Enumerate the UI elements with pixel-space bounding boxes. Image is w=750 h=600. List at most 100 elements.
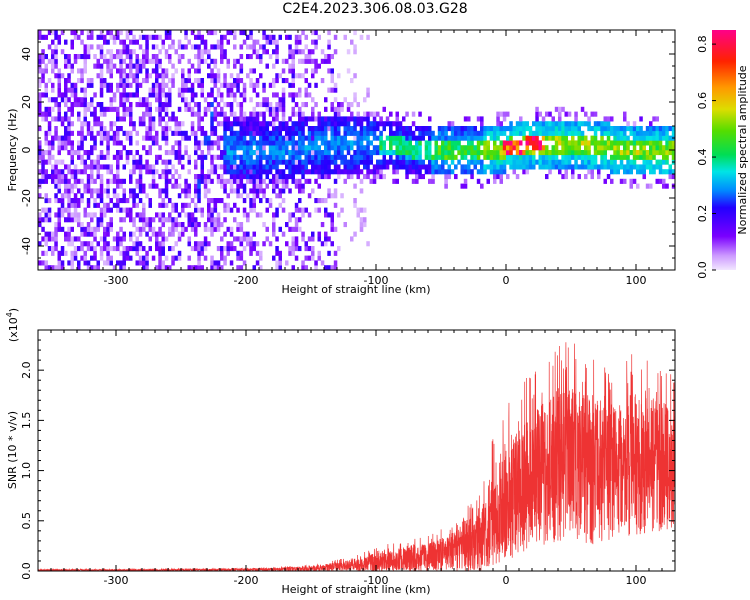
heatmap-cell <box>129 231 133 237</box>
heatmap-cell <box>220 198 224 204</box>
heatmap-cell <box>499 126 503 132</box>
heatmap-cell <box>259 174 263 180</box>
heatmap-cell <box>320 78 325 84</box>
heatmap-cell <box>145 130 149 136</box>
heatmap-cell <box>450 121 455 127</box>
heatmap-cell <box>210 260 214 266</box>
heatmap-cell <box>129 111 133 117</box>
heatmap-cell <box>181 54 185 60</box>
heatmap-cell <box>77 169 81 175</box>
heatmap-cell <box>142 246 146 252</box>
heatmap-cell <box>506 135 510 141</box>
heatmap-cell <box>408 135 412 141</box>
heatmap-cell <box>51 154 55 160</box>
heatmap-cell <box>125 246 130 252</box>
heatmap-cell <box>138 231 143 237</box>
heatmap-cell <box>519 159 523 165</box>
heatmap-cell <box>337 164 341 170</box>
heatmap-cell <box>246 145 250 151</box>
heatmap-cell <box>99 255 104 261</box>
heatmap-cell <box>51 87 55 93</box>
heatmap-cell <box>64 178 68 184</box>
heatmap-cell <box>480 159 484 165</box>
heatmap-cell <box>158 226 162 232</box>
heatmap-cell <box>187 217 191 223</box>
heatmap-cell <box>486 140 490 146</box>
heatmap-cell <box>73 102 78 108</box>
heatmap-cell <box>151 174 156 180</box>
heatmap-cell <box>226 30 230 36</box>
heatmap-cell <box>161 241 165 247</box>
heatmap-cell <box>220 250 224 256</box>
heatmap-cell <box>584 150 588 156</box>
heatmap-cell <box>239 193 244 199</box>
heatmap-cell <box>236 255 240 261</box>
heatmap-cell <box>93 159 97 165</box>
heatmap-cell <box>265 236 269 242</box>
heatmap-cell <box>86 82 91 88</box>
heatmap-cell <box>454 135 458 141</box>
heatmap-cell <box>70 217 74 223</box>
heatmap-cell <box>213 30 218 36</box>
heatmap-cell <box>47 30 52 36</box>
heatmap-cell <box>463 130 468 136</box>
heatmap-cell <box>356 116 360 122</box>
heatmap-cell <box>125 250 130 256</box>
heatmap-cell <box>402 159 406 165</box>
heatmap-cell <box>249 207 253 213</box>
heatmap-cell <box>197 183 201 189</box>
heatmap-cell <box>509 145 513 151</box>
x-tick-label: 100 <box>626 574 647 587</box>
heatmap-cell <box>213 130 218 136</box>
heatmap-cell <box>41 226 45 232</box>
heatmap-cell <box>359 207 364 213</box>
heatmap-cell <box>80 255 84 261</box>
heatmap-cell <box>291 236 295 242</box>
x-tick-label: -100 <box>364 274 389 287</box>
heatmap-cell <box>571 164 575 170</box>
heatmap-cell <box>155 106 159 112</box>
heatmap-cell <box>259 159 263 165</box>
heatmap-cell <box>460 150 464 156</box>
heatmap-cell <box>655 130 659 136</box>
heatmap-cell <box>200 250 204 256</box>
heatmap-cell <box>38 34 42 40</box>
heatmap-cell <box>408 154 412 160</box>
heatmap-cell <box>272 217 276 223</box>
heatmap-cell <box>99 92 104 98</box>
heatmap-cell <box>476 135 481 141</box>
heatmap-cell <box>142 63 146 69</box>
heatmap-cell <box>138 154 143 160</box>
heatmap-cell <box>54 116 58 122</box>
heatmap-cell <box>168 34 172 40</box>
heatmap-cell <box>522 135 526 141</box>
heatmap-cell <box>301 116 305 122</box>
heatmap-cell <box>73 217 78 223</box>
heatmap-cell <box>64 58 68 64</box>
heatmap-cell <box>83 207 87 213</box>
heatmap-cell <box>402 150 406 156</box>
heatmap-cell <box>190 246 195 252</box>
heatmap-cell <box>200 87 204 93</box>
heatmap-cell <box>372 121 377 127</box>
heatmap-cell <box>220 92 224 98</box>
heatmap-cell <box>372 178 377 184</box>
heatmap-cell <box>161 73 165 79</box>
heatmap-cell <box>314 44 318 50</box>
heatmap-cell <box>57 68 61 74</box>
heatmap-cell <box>298 135 302 141</box>
heatmap-cell <box>476 154 481 160</box>
heatmap-cell <box>83 169 87 175</box>
heatmap-cell <box>359 135 364 141</box>
heatmap-cell <box>649 183 653 189</box>
heatmap-cell <box>353 154 357 160</box>
heatmap-cell <box>363 145 367 151</box>
heatmap-cell <box>38 241 42 247</box>
heatmap-cell <box>613 126 617 132</box>
heatmap-cell <box>645 130 650 136</box>
heatmap-cell <box>226 159 230 165</box>
heatmap-cell <box>262 241 266 247</box>
heatmap-cell <box>346 145 351 151</box>
heatmap-cell <box>259 265 263 270</box>
heatmap-cell <box>239 44 244 50</box>
